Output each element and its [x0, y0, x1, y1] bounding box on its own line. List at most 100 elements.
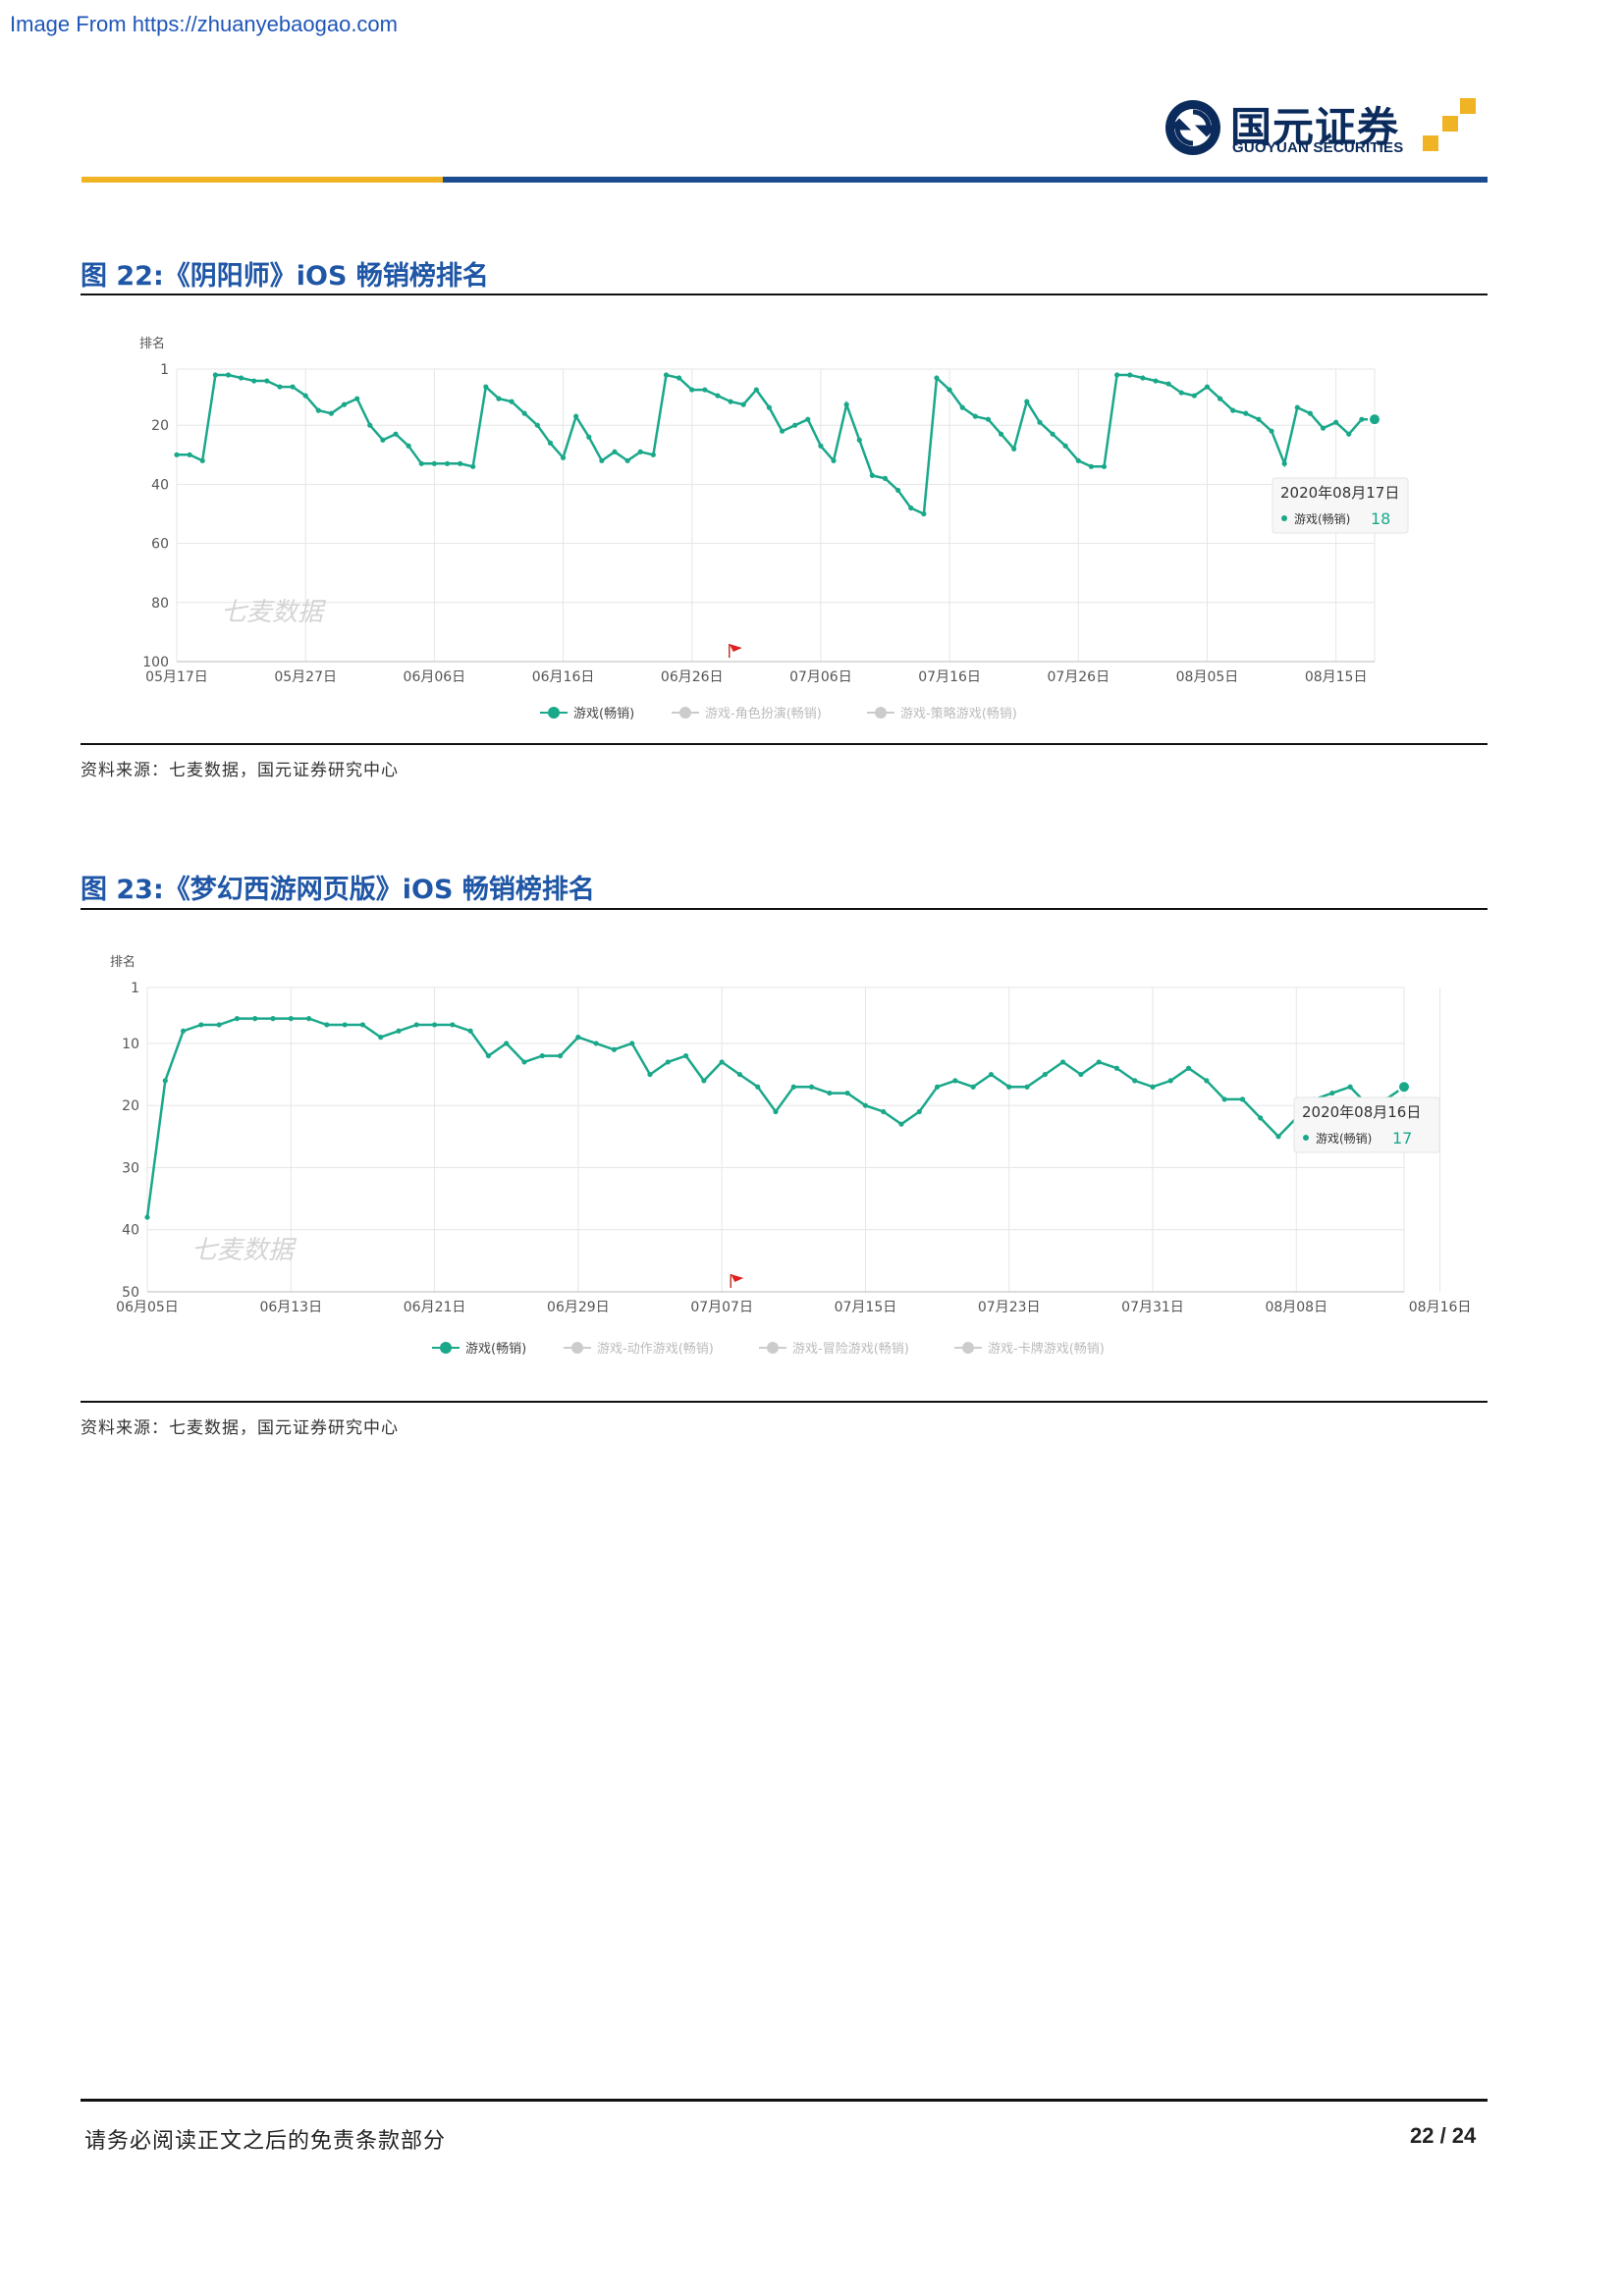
tooltip-box [1272, 477, 1409, 534]
figure-23-bottom-rule [81, 1401, 1488, 1403]
legend-label: 游戏-策略游戏(畅销) [900, 706, 1017, 721]
data-point [1153, 378, 1159, 384]
data-point [162, 1078, 168, 1084]
x-tick-label: 08月16日 [1409, 1300, 1472, 1315]
data-point [418, 460, 424, 466]
data-point [1359, 416, 1365, 422]
page-number: 22 / 24 [1410, 2123, 1477, 2148]
legend-item: 游戏-冒险游戏(畅销) [759, 1342, 909, 1357]
data-point [1178, 390, 1184, 396]
source-url-text[interactable]: Image From https://zhuanyebaogao.com [10, 12, 398, 36]
data-point [612, 449, 618, 454]
data-point [677, 375, 682, 381]
data-point [805, 416, 811, 422]
data-point [624, 457, 630, 463]
data-point [593, 1041, 599, 1046]
chart-watermark: 七麦数据 [221, 598, 327, 627]
data-point [1078, 1071, 1084, 1078]
data-point [187, 452, 192, 457]
y-tick-label: 20 [122, 1098, 139, 1114]
data-point [881, 1108, 887, 1115]
data-point [856, 437, 862, 443]
x-tick-label: 06月29日 [547, 1300, 610, 1315]
x-tick-label: 06月21日 [404, 1300, 466, 1315]
header-rule-accent [81, 177, 443, 183]
y-tick-label: 100 [142, 655, 169, 670]
x-tick-label: 07月07日 [690, 1300, 753, 1315]
data-point [1243, 410, 1249, 416]
data-point [509, 399, 514, 404]
x-tick-label: 07月23日 [978, 1300, 1041, 1315]
data-point [539, 1052, 545, 1059]
data-point [934, 1084, 941, 1090]
y-tick-label: 1 [160, 362, 169, 378]
data-point [985, 416, 992, 422]
data-point [315, 407, 321, 413]
data-point [1239, 1096, 1246, 1102]
data-point [290, 384, 296, 390]
data-point [1113, 1065, 1120, 1071]
data-point [1096, 1059, 1102, 1065]
data-point [959, 404, 965, 410]
x-tick-label: 06月26日 [661, 669, 724, 685]
data-point [521, 410, 527, 416]
legend-marker [440, 1342, 452, 1354]
data-point [753, 387, 759, 393]
figure-23-title: 图 23:《梦幻西游网页版》iOS 畅销榜排名 [81, 875, 595, 905]
legend-marker [679, 707, 691, 719]
y-tick-label: 1 [131, 981, 139, 996]
data-point [1221, 1096, 1227, 1102]
data-point [1204, 384, 1211, 390]
data-point [521, 1059, 527, 1065]
data-point [947, 387, 952, 393]
data-point [234, 1016, 241, 1022]
data-point [378, 1035, 384, 1041]
data-point [1294, 404, 1300, 410]
data-point [921, 510, 927, 517]
data-point [225, 372, 232, 378]
figure-23-top-rule [81, 908, 1488, 910]
guoyuan-logo: 国元证券 GUOYUAN SECURITIES [1164, 94, 1488, 163]
data-point [1346, 431, 1352, 437]
data-point [611, 1046, 618, 1052]
legend-label: 游戏(畅销) [573, 707, 634, 721]
brand-name-cn: 国元证券 [1230, 103, 1400, 151]
x-tick-label: 08月15日 [1305, 669, 1368, 685]
flag-cloth [731, 1274, 744, 1282]
data-point [342, 1022, 348, 1028]
data-point [599, 457, 605, 463]
y-axis-title: 排名 [110, 954, 135, 970]
data-point [575, 1035, 581, 1041]
data-point [1101, 463, 1108, 469]
data-point [1167, 1078, 1173, 1084]
data-point [180, 1028, 187, 1034]
data-point [1217, 396, 1223, 401]
data-point [1011, 446, 1017, 452]
data-point [844, 1090, 850, 1096]
figure-22-chart: 1 20 40 60 80 100 排名 05月17日 05月27日 06月06日 06月16日 06… [139, 336, 1409, 721]
data-point [1256, 416, 1262, 422]
x-tick-label: 05月27日 [274, 669, 337, 685]
tooltip-date: 2020年08月17日 [1280, 484, 1399, 502]
legend-label: 游戏-卡牌游戏(畅销) [988, 1341, 1105, 1357]
data-point [324, 1022, 330, 1028]
data-point [1050, 431, 1056, 437]
data-point [406, 443, 411, 449]
tooltip-value: 17 [1392, 1129, 1412, 1148]
chart-watermark: 七麦数据 [191, 1236, 298, 1265]
y-tick-label: 20 [151, 418, 169, 434]
data-point [380, 437, 386, 443]
data-point [431, 1022, 438, 1028]
event-flag-icon [730, 1274, 744, 1288]
data-point [831, 457, 837, 463]
data-point [740, 401, 746, 407]
data-point [264, 378, 270, 384]
data-point [393, 431, 399, 437]
legend-marker [767, 1342, 779, 1354]
legend-label: 游戏-冒险游戏(畅销) [792, 1342, 909, 1357]
data-point [637, 449, 643, 454]
x-tick-label: 05月17日 [145, 669, 208, 685]
data-point [467, 1028, 473, 1034]
